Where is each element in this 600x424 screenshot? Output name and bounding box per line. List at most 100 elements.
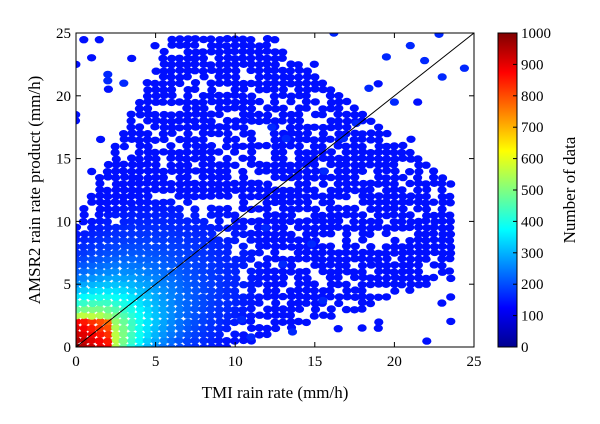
- density-cell: [142, 280, 152, 288]
- density-cell: [103, 211, 113, 219]
- density-cell: [175, 286, 185, 294]
- density-cell: [166, 224, 176, 232]
- density-cell: [302, 167, 312, 176]
- density-cell: [222, 35, 232, 43]
- density-cell: [198, 330, 208, 338]
- density-cell: [293, 186, 303, 194]
- density-cell: [286, 110, 296, 119]
- density-cell: [230, 55, 240, 63]
- density-cell: [206, 79, 216, 87]
- density-cell: [437, 236, 447, 244]
- density-cell: [190, 318, 200, 326]
- density-cell: [230, 261, 240, 270]
- density-cell: [135, 167, 145, 175]
- density-cell: [174, 211, 184, 220]
- density-cell: [214, 292, 224, 301]
- density-cell: [422, 224, 432, 232]
- density-cell: [350, 255, 360, 263]
- density-cell: [421, 274, 431, 283]
- density-cell: [270, 217, 280, 225]
- density-cell: [135, 330, 145, 339]
- density-cell: [167, 167, 177, 175]
- density-cell: [270, 173, 280, 181]
- density-cell: [103, 323, 113, 332]
- density-cell: [285, 198, 296, 206]
- density-cell: [135, 98, 145, 107]
- density-cell: [263, 72, 273, 81]
- density-cell: [294, 73, 304, 81]
- density-cell: [429, 179, 439, 187]
- density-cell: [87, 54, 97, 62]
- density-cell: [350, 161, 360, 169]
- density-cell: [389, 210, 399, 219]
- density-cell: [159, 117, 169, 126]
- density-cell: [206, 123, 216, 131]
- density-cell: [405, 211, 415, 219]
- density-cell: [382, 186, 392, 195]
- density-cell: [119, 242, 130, 250]
- density-cell: [230, 35, 240, 43]
- density-cell: [190, 211, 200, 220]
- density-cell: [199, 217, 209, 226]
- density-cell: [246, 155, 257, 163]
- density-cell: [246, 317, 256, 325]
- density-cell: [206, 293, 216, 301]
- density-cell: [76, 117, 81, 125]
- density-cell: [150, 79, 160, 88]
- density-cell: [382, 204, 392, 213]
- density-cell: [118, 193, 129, 201]
- density-cell: [103, 205, 113, 213]
- density-cell: [310, 98, 320, 106]
- density-cell: [95, 198, 105, 206]
- density-cell: [78, 343, 89, 347]
- density-cell: [127, 318, 137, 326]
- density-cell: [151, 205, 161, 213]
- density-cell: [167, 54, 177, 63]
- density-cell: [254, 60, 264, 69]
- density-cell: [143, 104, 153, 113]
- density-cell: [341, 305, 351, 314]
- density-cell: [270, 36, 280, 44]
- density-cell: [445, 236, 455, 245]
- density-cell: [183, 92, 193, 100]
- density-cell: [230, 186, 240, 194]
- density-cell: [230, 41, 240, 49]
- density-cell: [310, 299, 320, 308]
- density-cell: [143, 217, 153, 226]
- density-cell: [230, 267, 241, 276]
- density-cell: [278, 311, 288, 319]
- y-tick-label: 20: [56, 89, 71, 105]
- density-cell: [119, 160, 129, 168]
- density-cell: [182, 337, 192, 345]
- density-cell: [310, 192, 320, 200]
- density-cell: [366, 129, 376, 137]
- density-cell: [247, 117, 257, 125]
- density-cell: [135, 336, 145, 345]
- density-cell: [199, 73, 209, 81]
- density-cell: [183, 324, 193, 332]
- density-cell: [103, 337, 113, 345]
- density-cell: [262, 60, 272, 68]
- density-cell: [222, 91, 232, 100]
- density-cell: [223, 237, 233, 245]
- density-cell: [79, 286, 89, 294]
- density-cell: [119, 130, 129, 138]
- density-cell: [357, 224, 367, 232]
- density-cell: [326, 86, 336, 94]
- density-cell: [446, 317, 456, 326]
- density-cell: [94, 36, 104, 44]
- density-cell: [329, 33, 339, 37]
- density-cell: [151, 161, 161, 169]
- density-cell: [167, 281, 177, 289]
- density-cell: [167, 117, 177, 126]
- density-cell: [166, 343, 176, 347]
- density-cell: [279, 73, 289, 81]
- density-cell: [175, 330, 185, 339]
- density-cell: [365, 299, 376, 308]
- density-cell: [254, 192, 264, 201]
- density-cell: [350, 286, 360, 294]
- density-cell: [413, 179, 424, 187]
- density-cell: [373, 148, 383, 156]
- density-cell: [95, 330, 106, 338]
- density-cell: [277, 54, 287, 62]
